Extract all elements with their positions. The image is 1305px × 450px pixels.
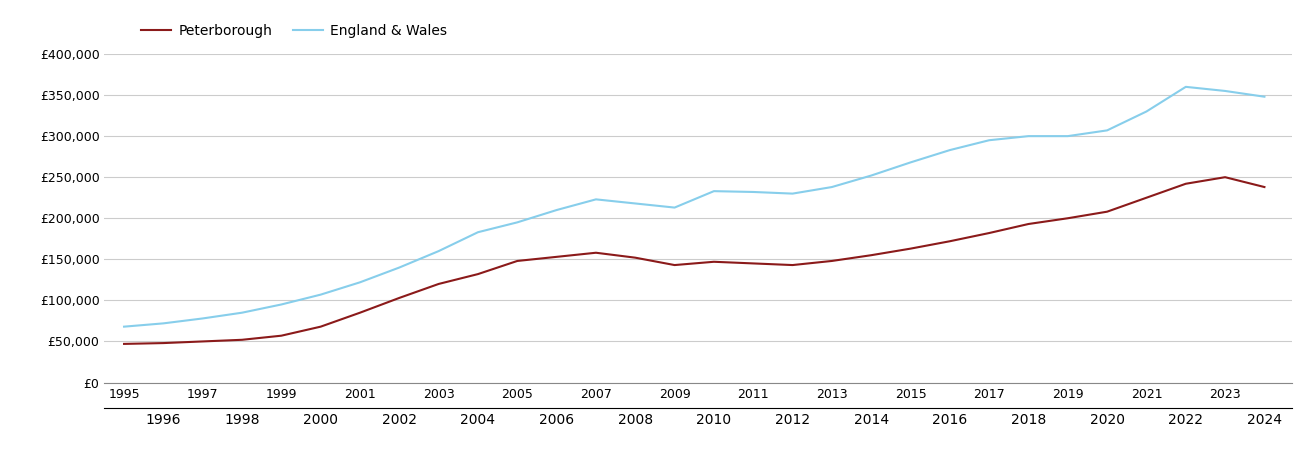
- England & Wales: [903, 160, 919, 165]
- Peterborough: [549, 254, 565, 260]
- Peterborough: [509, 258, 525, 264]
- England & Wales: [1139, 109, 1155, 114]
- Peterborough: [155, 340, 171, 346]
- England & Wales: [470, 230, 485, 235]
- England & Wales: [155, 321, 171, 326]
- Peterborough: [392, 295, 407, 301]
- Peterborough: [1218, 175, 1233, 180]
- England & Wales: [274, 302, 290, 307]
- England & Wales: [745, 189, 761, 195]
- Peterborough: [1099, 209, 1114, 214]
- England & Wales: [1218, 88, 1233, 94]
- England & Wales: [313, 292, 329, 297]
- Peterborough: [864, 252, 880, 258]
- Peterborough: [706, 259, 722, 265]
- Peterborough: [823, 258, 839, 264]
- England & Wales: [784, 191, 800, 196]
- England & Wales: [589, 197, 604, 202]
- England & Wales: [667, 205, 683, 210]
- Legend: Peterborough, England & Wales: Peterborough, England & Wales: [136, 18, 453, 43]
- England & Wales: [628, 201, 643, 206]
- Peterborough: [116, 341, 132, 346]
- England & Wales: [352, 279, 368, 285]
- England & Wales: [431, 248, 446, 254]
- Peterborough: [1139, 195, 1155, 200]
- Peterborough: [274, 333, 290, 338]
- Peterborough: [942, 238, 958, 244]
- England & Wales: [864, 173, 880, 178]
- Peterborough: [981, 230, 997, 236]
- England & Wales: [509, 220, 525, 225]
- Peterborough: [1021, 221, 1036, 227]
- England & Wales: [706, 189, 722, 194]
- England & Wales: [981, 138, 997, 143]
- Peterborough: [470, 271, 485, 277]
- Peterborough: [234, 337, 249, 342]
- Peterborough: [352, 310, 368, 315]
- England & Wales: [549, 207, 565, 213]
- Peterborough: [589, 250, 604, 256]
- England & Wales: [1060, 133, 1075, 139]
- England & Wales: [234, 310, 249, 315]
- Peterborough: [194, 339, 210, 344]
- England & Wales: [1099, 128, 1114, 133]
- Line: Peterborough: Peterborough: [124, 177, 1265, 344]
- Peterborough: [313, 324, 329, 329]
- Peterborough: [1060, 216, 1075, 221]
- England & Wales: [1178, 84, 1194, 90]
- Peterborough: [431, 281, 446, 287]
- England & Wales: [1257, 94, 1272, 99]
- Peterborough: [667, 262, 683, 268]
- Peterborough: [784, 262, 800, 268]
- England & Wales: [942, 148, 958, 153]
- England & Wales: [823, 184, 839, 190]
- Peterborough: [903, 246, 919, 252]
- England & Wales: [194, 316, 210, 321]
- England & Wales: [116, 324, 132, 329]
- Peterborough: [628, 255, 643, 261]
- Line: England & Wales: England & Wales: [124, 87, 1265, 327]
- England & Wales: [1021, 133, 1036, 139]
- Peterborough: [1257, 184, 1272, 190]
- England & Wales: [392, 265, 407, 270]
- Peterborough: [1178, 181, 1194, 186]
- Peterborough: [745, 261, 761, 266]
